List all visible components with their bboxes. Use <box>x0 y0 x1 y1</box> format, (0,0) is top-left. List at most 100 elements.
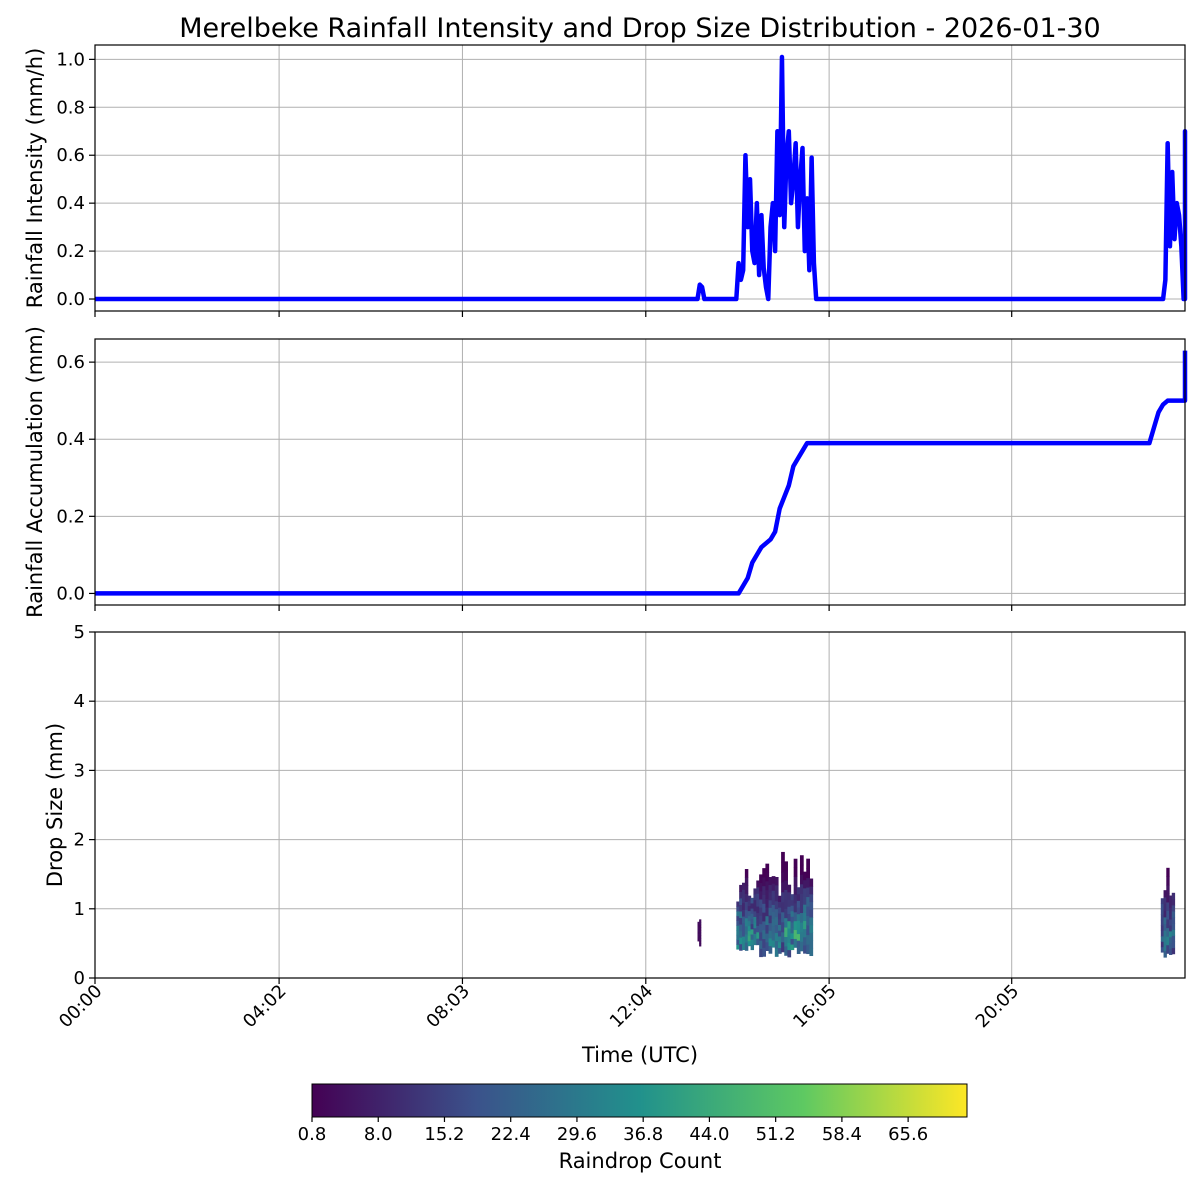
heatmap-cell <box>793 876 798 886</box>
heatmap-cell <box>771 890 776 898</box>
heatmap-cell <box>699 938 702 942</box>
heatmap-cell <box>750 903 755 909</box>
colorbar-tick-label-2: 15.2 <box>424 1124 464 1145</box>
heatmap-cell <box>742 929 746 937</box>
accumulation-ytick-label-0: 0.0 <box>56 583 85 604</box>
heatmap-cell <box>806 896 810 907</box>
heatmap-cell <box>1169 936 1173 944</box>
heatmap-cell <box>1171 911 1176 918</box>
heatmap-cell <box>799 855 804 866</box>
heatmap-cell <box>793 885 798 895</box>
heatmap-cell <box>796 920 801 928</box>
heatmap-cell <box>787 928 792 936</box>
heatmap-cell <box>739 904 743 912</box>
heatmap-cell <box>799 874 804 885</box>
heatmap-cell <box>1166 919 1170 929</box>
drop-size-ytick-label-1: 1 <box>74 899 85 920</box>
heatmap-cell <box>753 922 757 929</box>
heatmap-cell <box>784 927 788 937</box>
heatmap-cell <box>736 930 740 936</box>
heatmap-cell <box>809 886 814 895</box>
heatmap-cell <box>787 942 792 951</box>
heatmap-cell <box>806 887 810 898</box>
heatmap-cell <box>765 863 770 873</box>
accumulation-series-line-0 <box>95 350 1188 596</box>
heatmap-cell <box>1166 867 1170 877</box>
heatmap-cell <box>1171 917 1176 924</box>
heatmap-cell <box>747 905 752 912</box>
heatmap-cell <box>793 903 798 913</box>
heatmap-cell <box>1166 910 1170 920</box>
heatmap-cell <box>765 915 770 925</box>
heatmap-cell <box>759 907 763 916</box>
heatmap-cell <box>790 944 795 951</box>
heatmap-cluster-3 <box>784 855 814 958</box>
heatmap-cell <box>697 929 700 932</box>
heatmap-cell <box>759 899 763 908</box>
heatmap-cell <box>759 923 763 933</box>
colorbar-tick-label-5: 36.8 <box>623 1124 663 1145</box>
heatmap-cell <box>771 911 776 920</box>
heatmap-cell <box>796 893 801 901</box>
accumulation-panel: 0.0 0.2 0.4 0.6 Rainfall Accumulation (mm) <box>23 326 1188 618</box>
heatmap-cell <box>736 906 740 912</box>
heatmap-cell <box>1166 927 1170 937</box>
heatmap-cell <box>787 935 792 943</box>
heatmap-cell <box>781 921 785 933</box>
heatmap-cell <box>742 896 746 904</box>
heatmap-cell <box>742 916 746 924</box>
heatmap-cell <box>747 895 752 902</box>
heatmap-cell <box>736 939 740 945</box>
heatmap-cell <box>762 903 767 913</box>
heatmap-cell <box>697 925 700 928</box>
heatmap-cell <box>750 897 755 904</box>
heatmap-cell <box>796 946 801 954</box>
heatmap-cell <box>799 893 804 904</box>
heatmap-cell <box>774 908 779 918</box>
heatmap-cell <box>744 901 749 911</box>
heatmap-cell <box>1160 919 1165 926</box>
heatmap-cell <box>781 871 785 883</box>
heatmap-cell <box>787 891 792 900</box>
heatmap-cell <box>1163 910 1167 918</box>
heatmap-cell <box>809 917 814 926</box>
heatmap-cell <box>759 915 763 925</box>
heatmap-cell <box>774 932 779 941</box>
heatmap-cell <box>1163 923 1167 931</box>
heatmap-cell <box>1166 936 1170 946</box>
heatmap-cell <box>753 888 757 895</box>
heatmap-cell <box>809 947 814 957</box>
heatmap-cell <box>736 944 740 950</box>
heatmap-cell <box>762 929 767 940</box>
drop-size-axes-frame <box>94 631 1186 979</box>
accumulation-series <box>95 350 1188 596</box>
heatmap-cell <box>774 924 779 934</box>
heatmap-cell <box>1160 936 1165 942</box>
heatmap-cell <box>697 921 700 925</box>
heatmap-cell <box>699 919 702 923</box>
heatmap-cell <box>781 911 785 923</box>
drop-size-ytick-label-5: 5 <box>74 622 85 643</box>
heatmap-cell <box>790 910 795 917</box>
heatmap-cell <box>1166 884 1170 894</box>
heatmap-cell <box>1169 948 1173 955</box>
heatmap-cell <box>768 915 773 924</box>
colorbar-label: Raindrop Count <box>559 1149 722 1173</box>
heatmap-cell <box>699 922 702 926</box>
heatmap-cell <box>790 927 795 934</box>
heatmap-cell <box>744 893 749 902</box>
heatmap-cell <box>768 938 773 947</box>
heatmap-cell <box>747 930 752 937</box>
heatmap-cell <box>759 874 763 884</box>
heatmap-cell <box>796 927 801 935</box>
accumulation-ytick-label-2: 0.4 <box>56 429 85 450</box>
heatmap-cell <box>1166 902 1170 912</box>
x-tick-label-4: 16:05 <box>789 981 841 1033</box>
heatmap-cell <box>803 912 807 922</box>
heatmap-cell <box>762 938 767 948</box>
heatmap-cell <box>806 915 810 926</box>
heatmap-cell <box>753 894 757 901</box>
colorbar-ticks: 0.8 8.0 15.2 22.4 29.6 36.8 44.0 51.2 58.4 65.6 <box>298 1117 928 1145</box>
heatmap-cell <box>699 930 702 934</box>
heatmap-cell <box>781 941 785 953</box>
